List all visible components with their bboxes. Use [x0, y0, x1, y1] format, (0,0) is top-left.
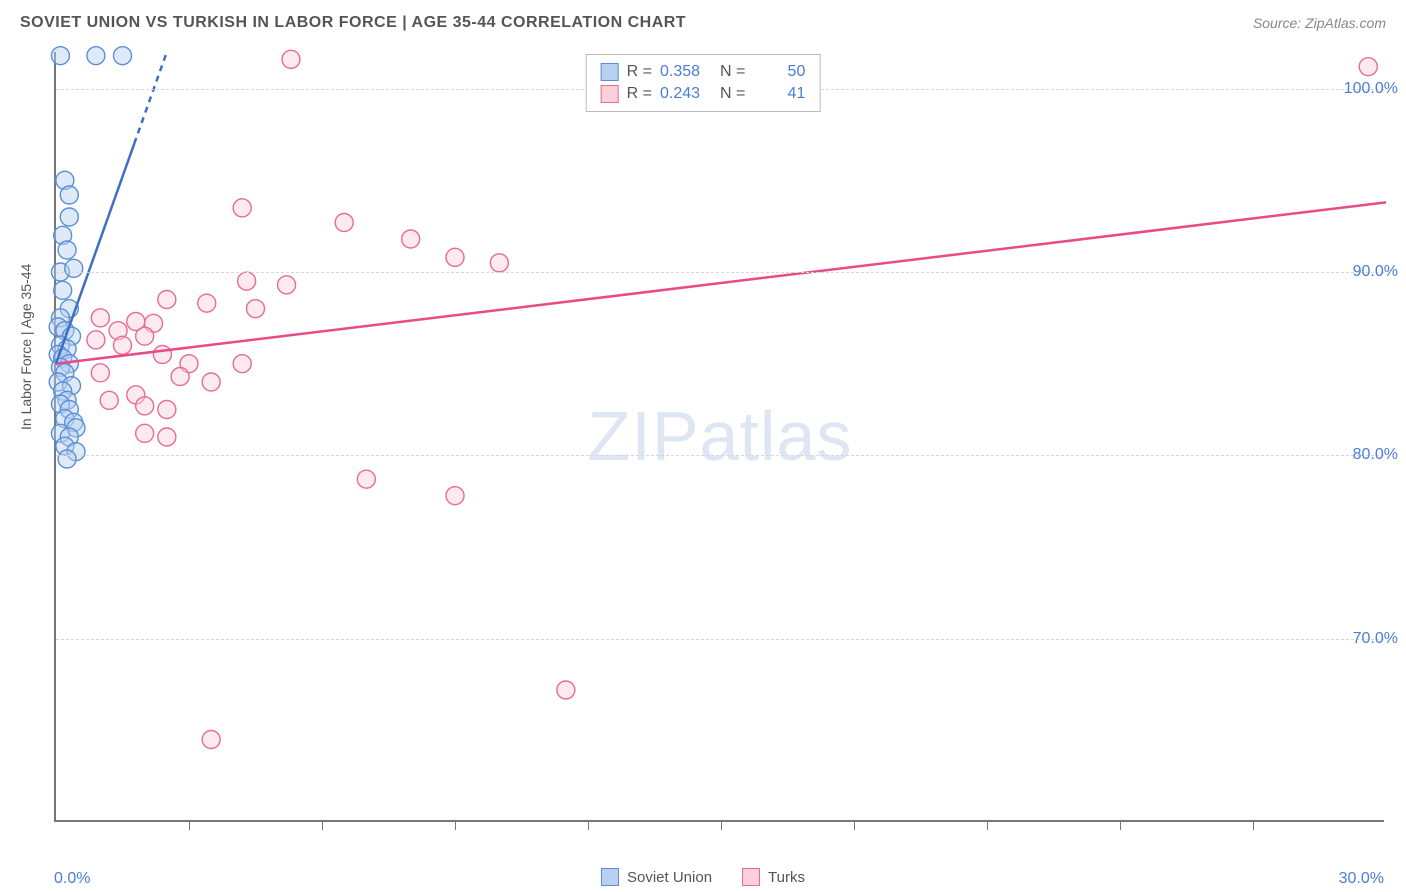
scatter-point	[58, 241, 76, 259]
scatter-point	[238, 272, 256, 290]
scatter-point	[158, 401, 176, 419]
scatter-point	[114, 336, 132, 354]
n-value: 50	[753, 63, 805, 81]
legend-item: Turks	[742, 868, 805, 886]
gridline-h	[56, 272, 1384, 273]
gridline-h	[56, 455, 1384, 456]
chart-plot-area: ZIPatlas	[54, 52, 1384, 822]
source-label: Source: ZipAtlas.com	[1253, 15, 1386, 31]
scatter-point	[446, 487, 464, 505]
scatter-point	[446, 248, 464, 266]
scatter-point	[198, 294, 216, 312]
y-tick-label: 100.0%	[1344, 80, 1398, 98]
legend-label: Turks	[768, 869, 805, 886]
scatter-point	[91, 364, 109, 382]
scatter-point	[114, 47, 132, 65]
scatter-point	[490, 254, 508, 272]
x-tick	[1253, 820, 1254, 830]
x-tick	[854, 820, 855, 830]
scatter-point	[153, 346, 171, 364]
x-tick	[322, 820, 323, 830]
correlation-stats-box: R = 0.358 N = 50 R = 0.243 N = 41	[586, 54, 821, 112]
legend-item: Soviet Union	[601, 868, 712, 886]
scatter-point	[357, 470, 375, 488]
chart-title: SOVIET UNION VS TURKISH IN LABOR FORCE |…	[20, 14, 686, 32]
scatter-point	[247, 300, 265, 318]
scatter-point	[91, 309, 109, 327]
x-tick	[1120, 820, 1121, 830]
r-value: 0.243	[660, 85, 712, 103]
scatter-point	[87, 47, 105, 65]
x-tick	[189, 820, 190, 830]
scatter-point	[402, 230, 420, 248]
scatter-point	[58, 450, 76, 468]
n-value: 41	[753, 85, 805, 103]
n-label: N =	[720, 85, 745, 103]
scatter-point	[51, 47, 69, 65]
scatter-point	[335, 214, 353, 232]
scatter-point	[136, 424, 154, 442]
scatter-point	[171, 368, 189, 386]
scatter-point	[54, 281, 72, 299]
stats-row: R = 0.358 N = 50	[601, 61, 806, 83]
x-tick	[455, 820, 456, 830]
scatter-point	[233, 199, 251, 217]
legend-swatch-icon	[601, 63, 619, 81]
legend-swatch-icon	[601, 868, 619, 886]
scatter-point	[158, 428, 176, 446]
scatter-point	[202, 373, 220, 391]
footer-legend: Soviet Union Turks	[601, 868, 805, 886]
r-label: R =	[627, 63, 652, 81]
x-tick	[987, 820, 988, 830]
legend-swatch-icon	[742, 868, 760, 886]
x-axis-min-label: 0.0%	[54, 870, 90, 888]
scatter-point	[282, 50, 300, 68]
r-value: 0.358	[660, 63, 712, 81]
scatter-point	[60, 186, 78, 204]
legend-label: Soviet Union	[627, 869, 712, 886]
scatter-point	[65, 259, 83, 277]
legend-swatch-icon	[601, 85, 619, 103]
scatter-point	[158, 291, 176, 309]
y-tick-label: 80.0%	[1353, 446, 1398, 464]
scatter-point	[60, 208, 78, 226]
scatter-point	[202, 731, 220, 749]
stats-row: R = 0.243 N = 41	[601, 83, 806, 105]
scatter-point	[100, 391, 118, 409]
y-tick-label: 70.0%	[1353, 630, 1398, 648]
scatter-point	[233, 355, 251, 373]
scatter-point	[557, 681, 575, 699]
scatter-point	[278, 276, 296, 294]
x-axis-max-label: 30.0%	[1339, 870, 1384, 888]
scatter-point	[136, 327, 154, 345]
gridline-h	[56, 639, 1384, 640]
scatter-point	[87, 331, 105, 349]
n-label: N =	[720, 63, 745, 81]
y-axis-label: In Labor Force | Age 35-44	[18, 264, 34, 430]
chart-svg	[56, 52, 1384, 820]
r-label: R =	[627, 85, 652, 103]
scatter-point	[136, 397, 154, 415]
scatter-point	[1359, 58, 1377, 76]
y-tick-label: 90.0%	[1353, 263, 1398, 281]
x-tick	[588, 820, 589, 830]
x-tick	[721, 820, 722, 830]
trend-line	[134, 52, 167, 144]
